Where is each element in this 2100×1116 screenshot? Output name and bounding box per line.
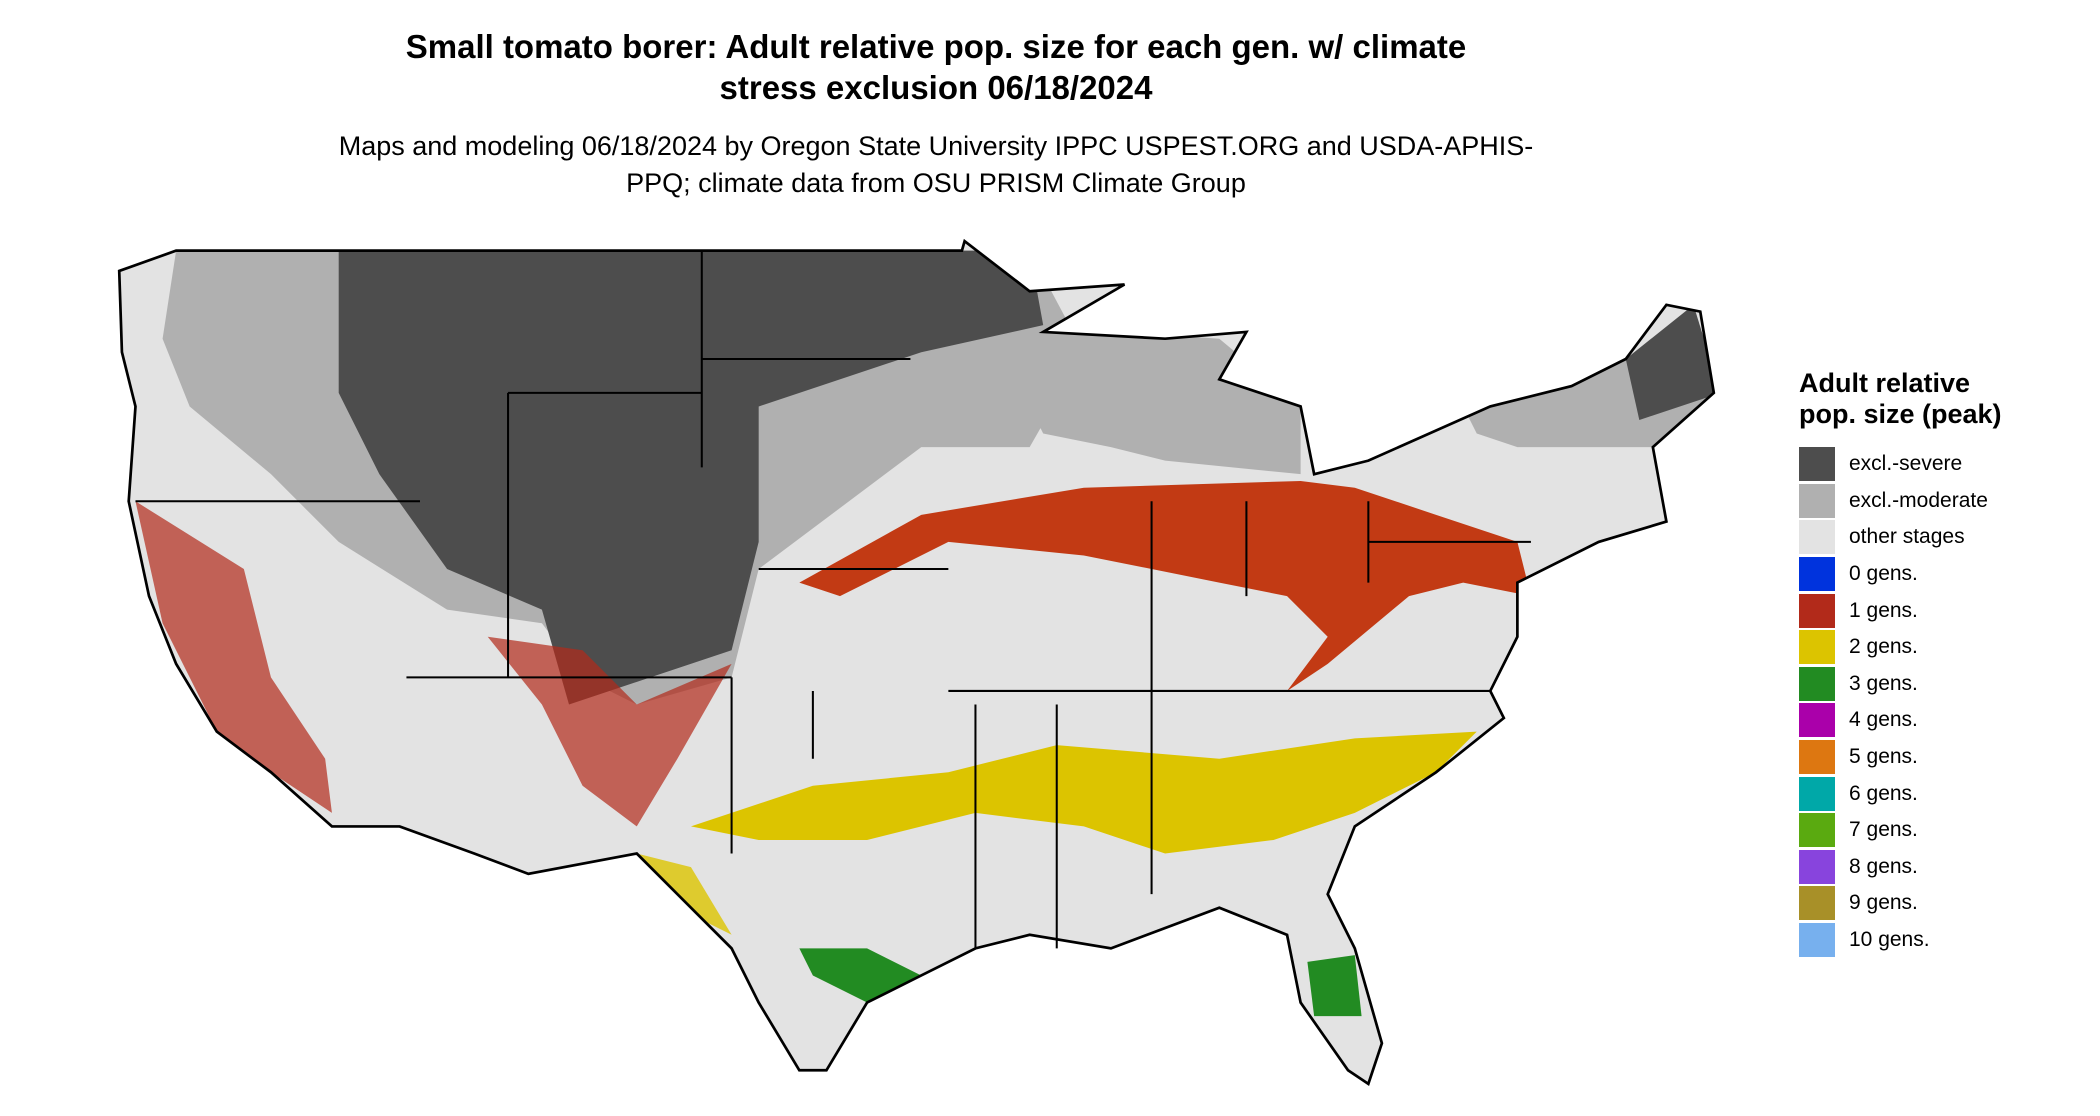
legend-label: 8 gens. <box>1849 854 1918 878</box>
legend-label: excl.-severe <box>1849 452 1963 476</box>
legend-row: excl.-severe <box>1799 446 2059 483</box>
legend-items: excl.-severe excl.-moderate other stages 0 … <box>1799 446 2059 958</box>
legend-label: 2 gens. <box>1849 635 1918 659</box>
legend-swatch <box>1799 630 1835 665</box>
legend-row: 1 gens. <box>1799 592 2059 629</box>
region-severe <box>338 250 1044 705</box>
legend-row: other stages <box>1799 519 2059 556</box>
legend-swatch <box>1799 703 1835 738</box>
legend-swatch <box>1799 923 1835 958</box>
region-3-gen <box>1307 955 1362 1017</box>
legend-title: Adult relative pop. size (peak) <box>1799 368 2002 429</box>
legend-row: 4 gens. <box>1799 702 2059 739</box>
legend-swatch <box>1799 447 1835 482</box>
legend-swatch <box>1799 740 1835 775</box>
legend-row: 2 gens. <box>1799 629 2059 666</box>
legend-swatch <box>1799 813 1835 848</box>
legend-swatch <box>1799 849 1835 884</box>
legend-label: 6 gens. <box>1849 781 1918 805</box>
region-2-gen <box>636 853 732 935</box>
legend-row: 5 gens. <box>1799 739 2059 776</box>
legend-row: 6 gens. <box>1799 775 2059 812</box>
legend-label: excl.-moderate <box>1849 488 1988 512</box>
region-1-gen <box>135 501 332 813</box>
map-regions <box>119 241 1714 1084</box>
legend-row: 3 gens. <box>1799 666 2059 703</box>
map-body <box>117 238 1716 1086</box>
region-2-gen <box>690 731 1477 854</box>
region-severe <box>1625 304 1714 420</box>
legend-label: 1 gens. <box>1849 598 1918 622</box>
legend-swatch <box>1799 520 1835 555</box>
legend-label: 4 gens. <box>1849 708 1918 732</box>
legend-swatch <box>1799 483 1835 518</box>
us-outline <box>117 238 1716 1086</box>
legend-row: 9 gens. <box>1799 885 2059 922</box>
legend-label: other stages <box>1849 525 1965 549</box>
map-title: Small tomato borer: Adult relative pop. … <box>405 28 1467 106</box>
legend-swatch <box>1799 776 1835 811</box>
legend: Adult relative pop. size (peak) excl.-se… <box>1799 368 2059 958</box>
legend-label: 7 gens. <box>1849 818 1918 842</box>
legend-label: 5 gens. <box>1849 745 1918 769</box>
map-subtitle: Maps and modeling 06/18/2024 by Oregon S… <box>338 131 1534 198</box>
legend-row: 0 gens. <box>1799 556 2059 593</box>
map <box>117 238 1716 1086</box>
state-borders <box>135 250 1531 949</box>
legend-swatch <box>1799 593 1835 628</box>
legend-row: 8 gens. <box>1799 849 2059 886</box>
legend-label: 3 gens. <box>1849 671 1918 695</box>
legend-row: 7 gens. <box>1799 812 2059 849</box>
region-1-gen <box>799 480 1531 691</box>
legend-label: 10 gens. <box>1849 928 1930 952</box>
legend-row: excl.-moderate <box>1799 483 2059 520</box>
region-1-gen <box>487 636 732 827</box>
legend-swatch <box>1799 557 1835 592</box>
legend-swatch <box>1799 666 1835 701</box>
legend-swatch <box>1799 886 1835 921</box>
legend-label: 9 gens. <box>1849 891 1918 915</box>
legend-label: 0 gens. <box>1849 562 1918 586</box>
legend-row: 10 gens. <box>1799 922 2059 959</box>
region-3-gen <box>799 948 922 1003</box>
